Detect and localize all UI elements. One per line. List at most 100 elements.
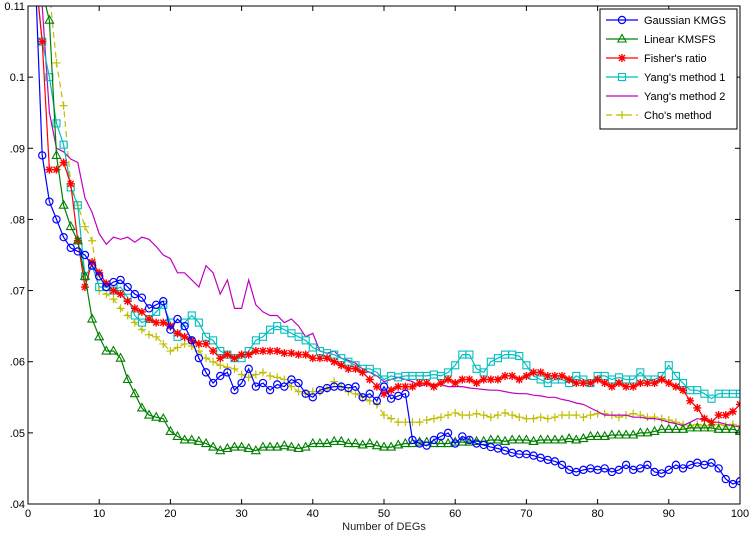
- data-point: [130, 304, 139, 313]
- data-point: [45, 197, 54, 206]
- data-point: [572, 379, 581, 388]
- data-point: [720, 423, 731, 433]
- data-point: [643, 413, 652, 422]
- data-point: [372, 368, 381, 377]
- data-point: [200, 437, 212, 448]
- data-point: [636, 464, 645, 473]
- data-point: [202, 339, 210, 348]
- legend-label: Cho's method: [644, 110, 712, 122]
- data-point: [365, 375, 374, 384]
- data-point: [209, 347, 218, 356]
- data-point: [686, 396, 695, 405]
- data-point: [571, 434, 582, 444]
- data-point: [137, 325, 146, 334]
- data-point: [273, 347, 282, 356]
- data-point: [280, 375, 289, 384]
- data-point: [44, 14, 55, 24]
- data-point: [266, 347, 275, 356]
- data-point: [293, 442, 304, 453]
- legend-marker: [616, 33, 628, 43]
- data-point: [700, 389, 709, 398]
- data-point: [394, 382, 403, 391]
- data-point: [499, 435, 511, 445]
- data-point: [479, 375, 488, 384]
- data-point: [330, 357, 339, 366]
- data-point: [102, 290, 111, 299]
- x-tick-label: 100: [731, 508, 749, 520]
- data-point: [59, 233, 68, 242]
- data-point: [472, 379, 481, 388]
- data-point: [563, 432, 575, 443]
- data-point: [435, 437, 447, 448]
- legend-label: Yang's method 2: [644, 91, 725, 103]
- data-point: [108, 345, 119, 355]
- data-point: [166, 325, 175, 334]
- data-point: [371, 440, 383, 450]
- data-point: [479, 411, 488, 420]
- data-point: [237, 378, 246, 388]
- x-tick-label: 60: [449, 508, 461, 520]
- data-point: [116, 275, 125, 285]
- x-tick-label: 70: [520, 508, 532, 520]
- data-point: [45, 165, 54, 174]
- data-point: [223, 368, 232, 377]
- data-point: [343, 437, 354, 448]
- data-point: [344, 364, 353, 373]
- data-point: [600, 379, 609, 388]
- data-point: [572, 411, 581, 420]
- data-point: [364, 437, 375, 448]
- data-point: [542, 434, 553, 444]
- data-point: [250, 445, 261, 455]
- data-point: [80, 222, 89, 231]
- data-point: [315, 354, 324, 363]
- data-point: [521, 434, 532, 444]
- data-point: [236, 441, 247, 451]
- data-point: [172, 430, 183, 440]
- data-point: [116, 290, 125, 299]
- data-point: [372, 396, 382, 406]
- data-point: [194, 339, 203, 348]
- data-point: [94, 272, 104, 281]
- data-point: [493, 375, 502, 384]
- data-point: [528, 435, 539, 445]
- data-point: [329, 435, 340, 445]
- data-point: [101, 345, 112, 355]
- data-point: [713, 423, 724, 433]
- data-point: [258, 378, 268, 388]
- data-point: [529, 414, 538, 423]
- data-point: [400, 437, 411, 448]
- data-point: [115, 352, 126, 362]
- data-point: [692, 422, 703, 432]
- data-point: [706, 422, 717, 432]
- data-point: [451, 379, 460, 388]
- legend-entry-cho-s-method: Cho's method: [606, 110, 712, 122]
- legend-marker: [617, 15, 627, 25]
- data-point: [614, 465, 624, 475]
- data-point: [58, 199, 69, 209]
- data-point: [585, 430, 596, 440]
- legend-entry-fisher-s-ratio: Fisher's ratio: [606, 53, 707, 65]
- data-point: [166, 347, 175, 356]
- data-point: [237, 370, 246, 379]
- data-point: [294, 378, 303, 388]
- data-point: [579, 379, 588, 388]
- x-tick-label: 30: [235, 508, 247, 520]
- y-tick-label: 0.11: [4, 1, 25, 13]
- data-point: [244, 373, 253, 382]
- data-point: [321, 437, 333, 448]
- data-point: [736, 421, 740, 430]
- data-point: [671, 371, 680, 380]
- data-point: [444, 375, 453, 384]
- data-point: [465, 435, 474, 445]
- data-point: [330, 377, 339, 386]
- data-point: [52, 165, 61, 174]
- x-tick-label: 90: [663, 508, 675, 520]
- data-point: [230, 354, 239, 363]
- data-point: [116, 304, 125, 313]
- data-point: [649, 425, 660, 435]
- data-point: [66, 243, 75, 253]
- x-axis-label: Number of DEGs: [342, 521, 426, 533]
- data-point: [216, 354, 225, 363]
- data-point: [186, 434, 197, 444]
- data-point: [294, 350, 303, 359]
